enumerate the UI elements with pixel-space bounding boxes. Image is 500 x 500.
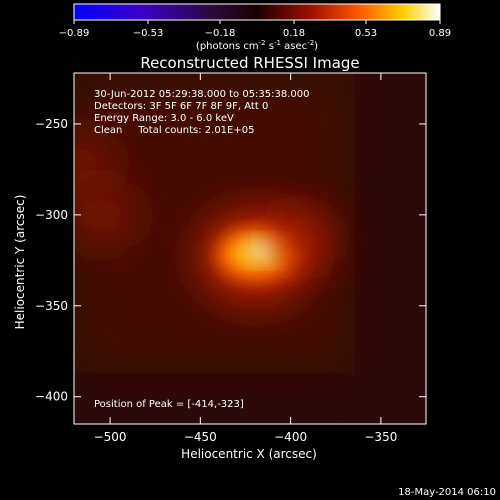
x-tick-label: −450 [184, 430, 217, 444]
colorbar-gradient [73, 3, 441, 21]
y-tick-label: −300 [35, 208, 68, 222]
y-tick-label: −400 [35, 390, 68, 404]
colorbar-units-label: (photons cm-2 s-1 asec-2) [196, 39, 318, 52]
colorbar-tick-label: −0.89 [59, 28, 90, 39]
heat-source [74, 180, 142, 249]
footer-timestamp: 18-May-2014 06:10 [398, 487, 496, 498]
x-tick-label: −500 [94, 430, 127, 444]
x-tick-label: −400 [274, 430, 307, 444]
colorbar-tick-label: 0.18 [283, 28, 305, 39]
peak-position-label: Position of Peak = [-414,-323] [94, 399, 244, 410]
annotation-line: 30-Jun-2012 05:29:38.000 to 05:35:38.000 [94, 89, 310, 100]
chart-title: Reconstructed RHESSI Image [140, 54, 359, 72]
y-axis-ticks: −250 −300 −350 −400 [35, 117, 426, 404]
colorbar-tick-label: 0.53 [355, 28, 377, 39]
colorbar-ticks: −0.89 −0.53 −0.18 0.18 0.53 0.89 [59, 20, 451, 39]
y-tick-label: −350 [35, 299, 68, 313]
colorbar: −0.89 −0.53 −0.18 0.18 0.53 0.89 (photons cm-… [59, 3, 451, 52]
annotation-line: Detectors: 3F 5F 6F 7F 8F 9F, Att 0 [94, 101, 268, 112]
x-axis-label: Heliocentric X (arcsec) [181, 447, 317, 461]
annotation-line: Energy Range: 3.0 - 6.0 keV [94, 113, 234, 124]
colorbar-tick-label: 0.89 [429, 28, 451, 39]
x-tick-label: −350 [364, 430, 397, 444]
heat-source [266, 210, 334, 267]
colorbar-tick-label: −0.18 [205, 28, 236, 39]
plot-frame [73, 72, 427, 425]
colorbar-tick-label: −0.53 [133, 28, 164, 39]
info-annotations: 30-Jun-2012 05:29:38.000 to 05:35:38.000… [94, 89, 310, 136]
y-tick-label: −250 [35, 117, 68, 131]
heatmap-image [74, 73, 426, 424]
x-axis-ticks: −500 −450 −400 −350 [94, 73, 397, 444]
annotation-line: Clean Total counts: 2.01E+05 [94, 125, 254, 136]
y-axis-label: Heliocentric Y (arcsec) [13, 195, 27, 330]
heat-source [74, 129, 119, 198]
